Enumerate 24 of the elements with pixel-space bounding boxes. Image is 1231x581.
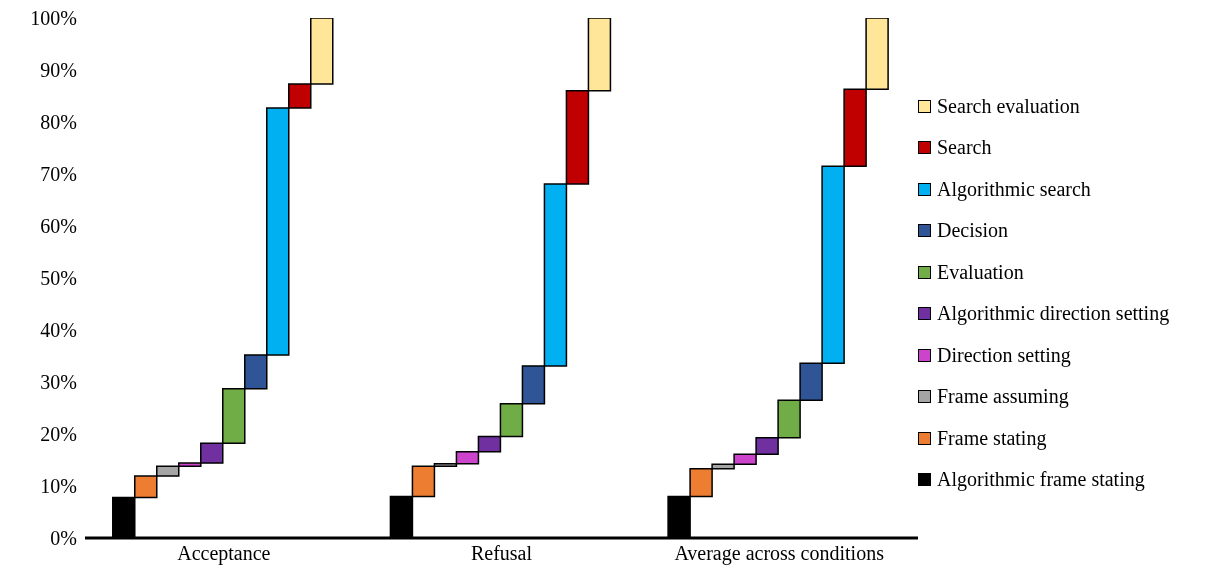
legend-label: Search evaluation [937,94,1080,118]
y-tick-label: 80% [40,111,77,134]
legend-label: Decision [937,219,1009,243]
y-tick-label: 30% [40,371,77,394]
legend-label: Search [937,136,992,160]
legend-label: Frame assuming [937,385,1069,409]
x-tick-label: Acceptance [177,542,271,566]
legend-label: Direction setting [937,343,1071,367]
y-tick-label: 90% [40,59,77,82]
x-tick-label: Refusal [470,542,533,565]
legend-label: Evaluation [937,260,1024,284]
y-tick-label: 60% [40,215,77,238]
x-tick-label: Average across conditions [674,542,885,566]
y-tick-label: 70% [40,163,77,186]
legend-label: Frame stating [937,426,1047,450]
y-tick-label: 0% [50,527,77,550]
legend-label: Algorithmic search [937,177,1091,201]
y-tick-label: 100% [30,7,77,30]
y-tick-label: 20% [40,423,77,446]
y-tick-label: 40% [40,319,77,342]
legend-label: Algorithmic frame stating [937,468,1145,492]
y-tick-label: 10% [40,475,77,498]
legend-label: Algorithmic direction setting [937,302,1170,326]
y-tick-label: 50% [40,267,77,290]
